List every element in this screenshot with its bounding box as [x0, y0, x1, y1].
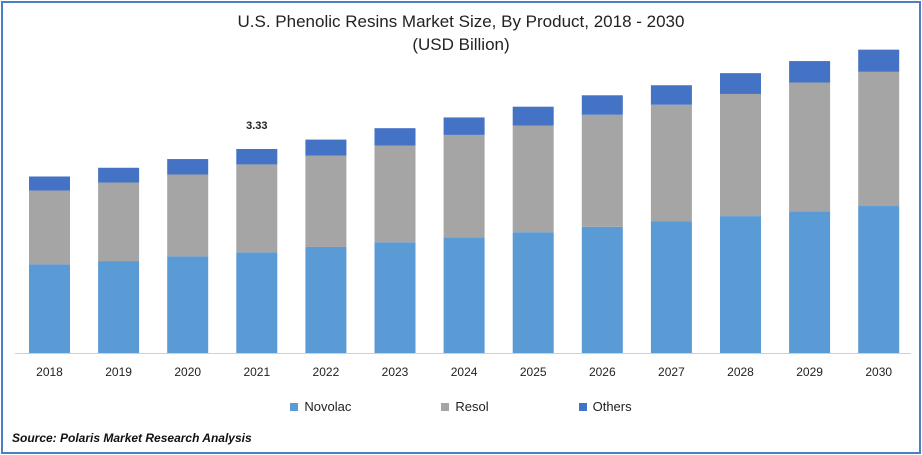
bar-novolac-2025 [512, 232, 554, 353]
x-tick-label: 2026 [589, 365, 616, 379]
bar-others-2021 [236, 148, 278, 165]
legend-label: Others [592, 399, 632, 414]
bar-others-2025 [512, 106, 554, 126]
bar-resol-2027 [650, 104, 692, 222]
bar-others-2018 [29, 176, 70, 191]
bar-novolac-2019 [98, 261, 140, 353]
x-tick-label: 2024 [451, 365, 478, 379]
bar-others-2026 [581, 95, 623, 115]
bar-resol-2020 [167, 174, 209, 257]
bar-chart: 2018 2019 2020 2021 2022 2023 2024 2025 2026 2027… [15, 49, 911, 379]
x-tick-label: 2028 [727, 365, 754, 379]
bar-resol-2019 [98, 182, 140, 262]
bar-novolac-2020 [167, 256, 209, 353]
bar-resol-2021 [236, 164, 278, 253]
bar-resol-2028 [720, 93, 761, 217]
bar-others-2024 [443, 117, 485, 135]
legend-swatch [290, 402, 299, 411]
bar-resol-2029 [789, 82, 831, 212]
x-tick-label: 2020 [174, 365, 201, 379]
data-label: 3.33 [246, 120, 267, 132]
bar-resol-2026 [581, 114, 623, 227]
bar-novolac-2030 [858, 206, 900, 353]
bar-resol-2030 [858, 71, 900, 207]
bar-resol-2018 [29, 190, 70, 265]
bar-others-2022 [305, 139, 347, 156]
x-tick-label: 2019 [105, 365, 132, 379]
legend-swatch [441, 402, 450, 411]
x-tick-label: 2018 [36, 365, 63, 379]
legend-item-resol: Resol [441, 399, 489, 414]
bar-novolac-2026 [581, 226, 623, 353]
bar-novolac-2024 [443, 237, 485, 353]
legend-swatch [578, 402, 587, 411]
bar-novolac-2027 [650, 221, 692, 353]
chart-legend: Novolac Resol Others [3, 399, 919, 414]
bar-others-2020 [167, 159, 209, 175]
bar-resol-2025 [512, 125, 554, 233]
bar-others-2023 [374, 128, 416, 146]
x-tick-label: 2023 [382, 365, 409, 379]
bar-novolac-2022 [305, 246, 347, 353]
legend-item-novolac: Novolac [290, 399, 351, 414]
bar-resol-2022 [305, 155, 347, 247]
bar-others-2029 [789, 61, 831, 83]
x-tick-label: 2029 [796, 365, 823, 379]
legend-label: Novolac [304, 399, 352, 414]
source-note: Source: Polaris Market Research Analysis [12, 431, 252, 445]
x-tick-label: 2025 [520, 365, 547, 379]
bar-novolac-2023 [374, 242, 416, 353]
bar-others-2028 [720, 73, 761, 94]
bar-others-2019 [98, 167, 140, 183]
bar-novolac-2029 [789, 211, 831, 353]
bar-resol-2024 [443, 134, 485, 238]
bar-novolac-2018 [29, 264, 70, 353]
chart-title: U.S. Phenolic Resins Market Size, By Pro… [237, 12, 685, 31]
bar-resol-2023 [374, 145, 416, 243]
bar-others-2027 [650, 85, 692, 105]
legend-label: Resol [455, 399, 489, 414]
x-tick-label: 2027 [658, 365, 685, 379]
legend-item-others: Others [578, 399, 632, 414]
x-tick-label: 2021 [243, 365, 270, 379]
x-tick-label: 2030 [865, 365, 892, 379]
bar-novolac-2028 [720, 216, 761, 353]
chart-subtitle: (USD Billion) [412, 35, 510, 54]
x-tick-label: 2022 [313, 365, 340, 379]
bar-novolac-2021 [236, 252, 278, 353]
bar-others-2030 [858, 49, 900, 72]
